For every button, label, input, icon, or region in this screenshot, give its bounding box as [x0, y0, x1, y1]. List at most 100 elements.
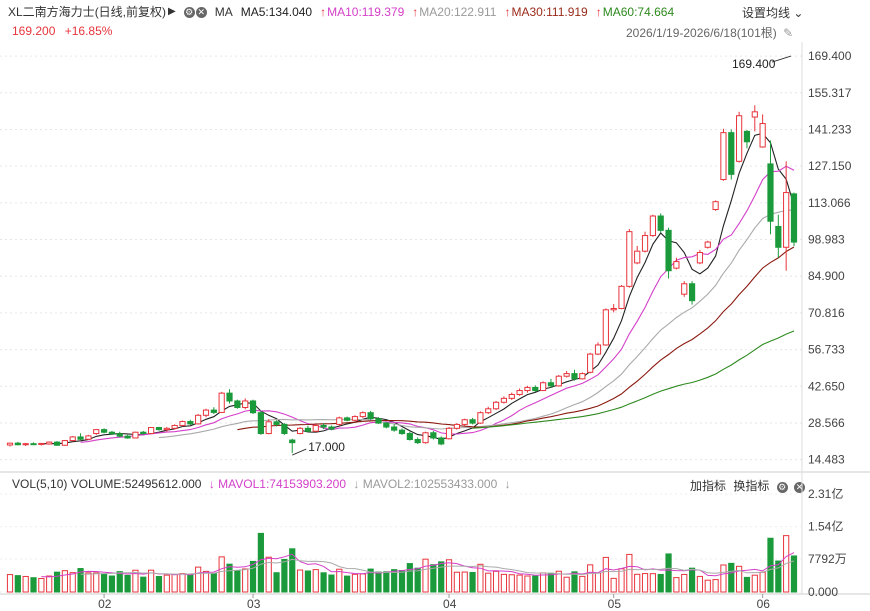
ma5-line [41, 132, 795, 445]
candle [790, 192, 798, 246]
volume-bar [461, 571, 468, 593]
close-indicator-icon[interactable]: ✕ [195, 6, 207, 18]
candle [571, 369, 578, 381]
candle-body [736, 115, 743, 162]
candle-body [649, 215, 656, 237]
candle [422, 431, 429, 444]
candle-body [743, 130, 751, 143]
vol-label: VOL(5,10) [12, 477, 68, 491]
volume-bar [610, 577, 617, 593]
close-icon[interactable]: ✕ [794, 482, 806, 493]
volume-bar [500, 573, 508, 593]
candle-body [242, 400, 249, 408]
candles [6, 105, 798, 454]
candle-body [453, 423, 460, 429]
candle-body [469, 419, 476, 424]
candle-body [359, 412, 366, 418]
candle [445, 427, 453, 440]
candle-body [312, 424, 319, 432]
candle [148, 427, 155, 435]
price-tick-label: 84.900 [808, 269, 845, 283]
candle-body [626, 231, 633, 287]
candle-body [179, 421, 186, 426]
switch-indicator-button[interactable]: 换指标 [733, 479, 770, 493]
candle-body [93, 429, 100, 435]
candle [665, 227, 672, 279]
candle [728, 129, 735, 180]
candle [375, 417, 382, 424]
volume-bar [359, 573, 366, 593]
gear-icon[interactable]: ⚙ [776, 482, 788, 493]
candle-body [461, 419, 468, 425]
candle-body [163, 427, 170, 431]
candle-body [328, 426, 335, 430]
high-label: 169.400 [732, 57, 776, 71]
volume-bar [398, 570, 406, 593]
candle [783, 161, 790, 271]
ma20-value: ↑MA20:122.911 [412, 5, 497, 19]
volume-bar [775, 560, 782, 593]
candle [398, 428, 406, 435]
candle [69, 436, 76, 442]
candle-body [187, 421, 194, 425]
settings-ma-button[interactable]: 设置均线 ⌄ [742, 6, 804, 20]
up-arrow-icon: ↑ [320, 5, 327, 19]
volume-bar [93, 572, 100, 593]
candle [477, 411, 484, 424]
candle-body [775, 225, 782, 248]
candle [532, 385, 539, 392]
candle [218, 391, 225, 413]
volume-bar [30, 577, 37, 593]
candle [61, 440, 68, 446]
candle [38, 442, 45, 446]
candle [179, 420, 186, 427]
volume-bar [265, 556, 272, 593]
candle-body [336, 417, 343, 425]
candle-body [610, 307, 617, 311]
volume-bar [743, 576, 751, 593]
candle-body [46, 441, 53, 445]
add-indicator-button[interactable]: 加指标 [690, 479, 727, 493]
candle [155, 426, 163, 431]
volume-bar [69, 572, 76, 593]
volume-bar [163, 574, 170, 593]
volume-bar [257, 532, 264, 593]
volume-bar [132, 569, 139, 593]
current-price: 169.200 [12, 24, 56, 38]
candle-body [587, 353, 594, 373]
price-tick-label: 98.983 [808, 233, 845, 247]
volume-bar [728, 562, 735, 593]
ma10-value: ↑MA10:119.379 [320, 5, 405, 19]
volume-bar [485, 572, 492, 593]
candle [406, 431, 413, 441]
volume-bar [61, 570, 68, 593]
ma60-line [472, 330, 795, 429]
ma5-value: MA5:134.040 [240, 5, 313, 19]
volume-bar [336, 568, 343, 593]
volume-bar [445, 559, 453, 593]
volume-bar [516, 574, 523, 593]
candle-body [657, 215, 664, 231]
volume-bar [234, 570, 241, 593]
volume-bar [406, 563, 413, 593]
volume-bar [477, 563, 484, 593]
candle-body [124, 435, 131, 439]
candle [163, 427, 170, 432]
down-arrow-icon: ↓ [353, 477, 360, 491]
settings-gear-icon[interactable]: ⚙ [183, 6, 195, 18]
axes: 14.483 28.566 42.650 56.733 70.816 84.900 98.9… [98, 49, 852, 611]
play-icon[interactable]: ▶ [168, 6, 176, 17]
volume-bar [77, 568, 84, 593]
price-change: +16.85% [64, 24, 113, 38]
volume-bar [657, 573, 664, 593]
candle [649, 214, 656, 237]
volume-tick-label: 1.54亿 [808, 519, 843, 534]
price-tick-label: 70.816 [808, 306, 845, 320]
price-tick-label: 56.733 [808, 343, 845, 357]
volume-bar [422, 558, 429, 593]
pin-icon[interactable]: ✎ [783, 26, 794, 40]
candle [359, 411, 366, 418]
volume-bar [328, 574, 335, 593]
candle-body [226, 392, 233, 402]
